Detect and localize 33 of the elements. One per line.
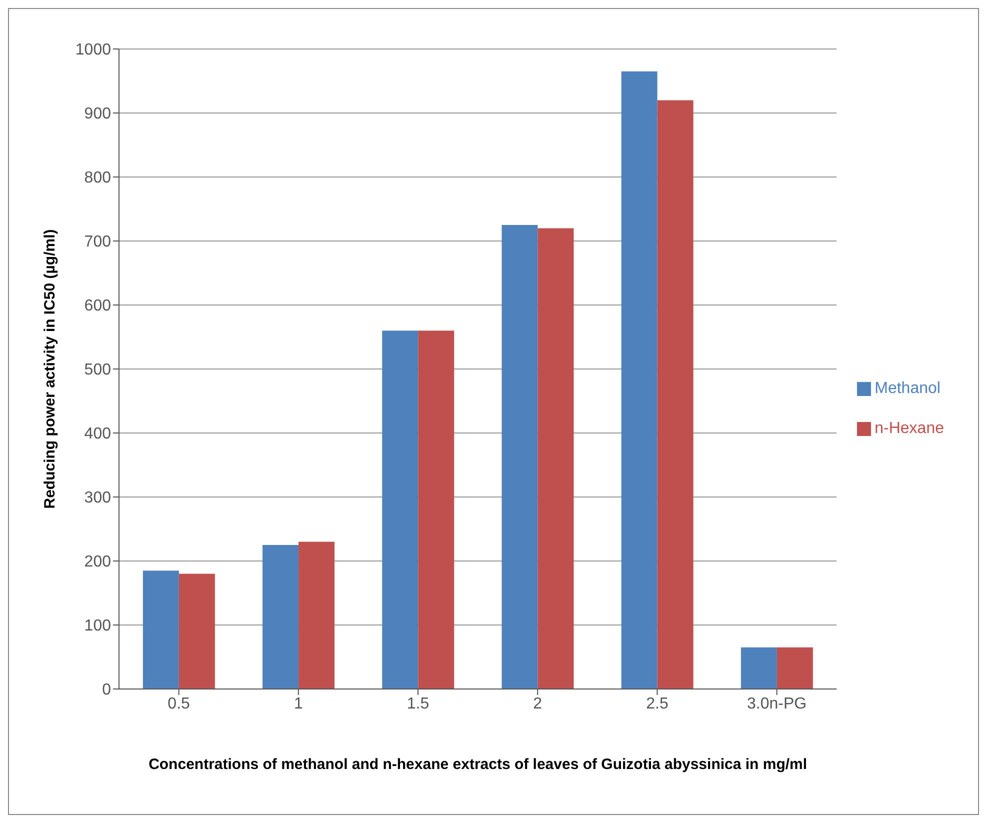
x-tick-label: 1.5 <box>406 695 430 712</box>
bar <box>621 71 658 689</box>
y-tick-label: 0 <box>102 682 112 699</box>
bar <box>382 330 418 689</box>
bar <box>502 225 538 689</box>
y-tick-label: 100 <box>84 618 112 635</box>
legend-label: Methanol <box>874 380 940 397</box>
x-tick-label: 0.5 <box>168 695 190 712</box>
bar <box>776 647 813 689</box>
x-axis-title: Concentrations of methanol and n-hexane extracts of leaves of Guizotia abyssinica in mg/ml <box>148 756 808 773</box>
y-axis-title: Reducing power activity in IC50 (µg/ml) <box>41 229 58 509</box>
x-tick-label: 3.0n-PG <box>747 695 807 712</box>
bar <box>262 545 299 689</box>
y-tick-label: 600 <box>84 298 112 315</box>
legend-label: n-Hexane <box>874 420 944 437</box>
bar <box>740 647 777 689</box>
y-tick-label: 700 <box>84 234 112 251</box>
bar <box>178 574 215 689</box>
y-tick-label: 500 <box>84 362 112 379</box>
x-tick-label: 2.5 <box>646 695 668 712</box>
y-tick-label: 1000 <box>75 42 112 59</box>
bar <box>538 228 574 689</box>
bar <box>418 330 454 689</box>
bar <box>657 100 694 689</box>
y-tick-label: 300 <box>84 490 112 507</box>
y-tick-label: 400 <box>84 426 112 443</box>
y-tick-label: 900 <box>84 106 112 123</box>
x-tick-label: 2 <box>533 695 542 712</box>
y-tick-label: 200 <box>84 554 112 571</box>
bar <box>298 542 335 689</box>
y-tick-label: 800 <box>84 170 112 187</box>
bar <box>142 570 179 689</box>
x-tick-label: 1 <box>294 695 303 712</box>
